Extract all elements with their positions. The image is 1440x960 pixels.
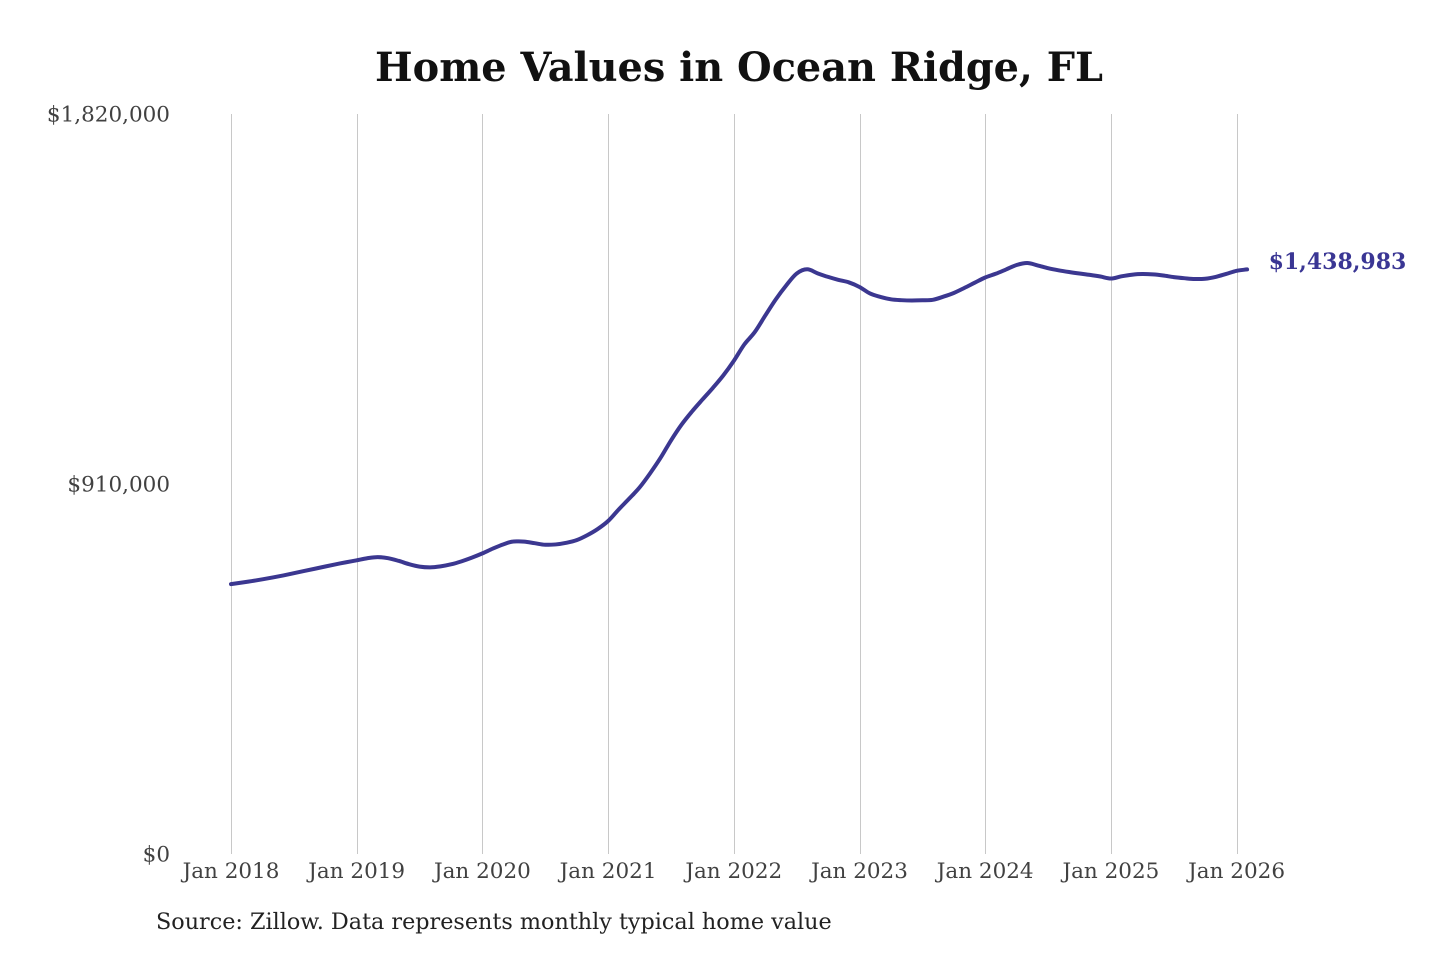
gridlines [231,114,1238,854]
x-tick-label-jan-2025: Jan 2025 [1062,859,1160,884]
source-note: Source: Zillow. Data represents monthly … [156,909,832,935]
chart-title: Home Values in Ocean Ridge, FL [375,44,1103,91]
x-tick-label-jan-2019: Jan 2019 [308,859,406,884]
x-tick-label-jan-2024: Jan 2024 [936,859,1034,884]
y-tick-label-0: $0 [142,842,170,867]
latest-value-label: $1,438,983 [1268,248,1407,275]
x-tick-label-jan-2022: Jan 2022 [685,859,783,884]
home-value-line [229,260,1250,587]
x-tick-label-jan-2023: Jan 2023 [811,859,908,884]
x-tick-label-jan-2021: Jan 2021 [559,859,657,884]
x-tick-label-jan-2026: Jan 2026 [1188,859,1286,884]
x-tick-label-jan-2018: Jan 2018 [182,859,280,884]
y-tick-label-1820000: $1,820,000 [46,102,170,127]
y-tick-label-910000: $910,000 [67,472,170,497]
x-tick-label-jan-2020: Jan 2020 [433,859,531,884]
